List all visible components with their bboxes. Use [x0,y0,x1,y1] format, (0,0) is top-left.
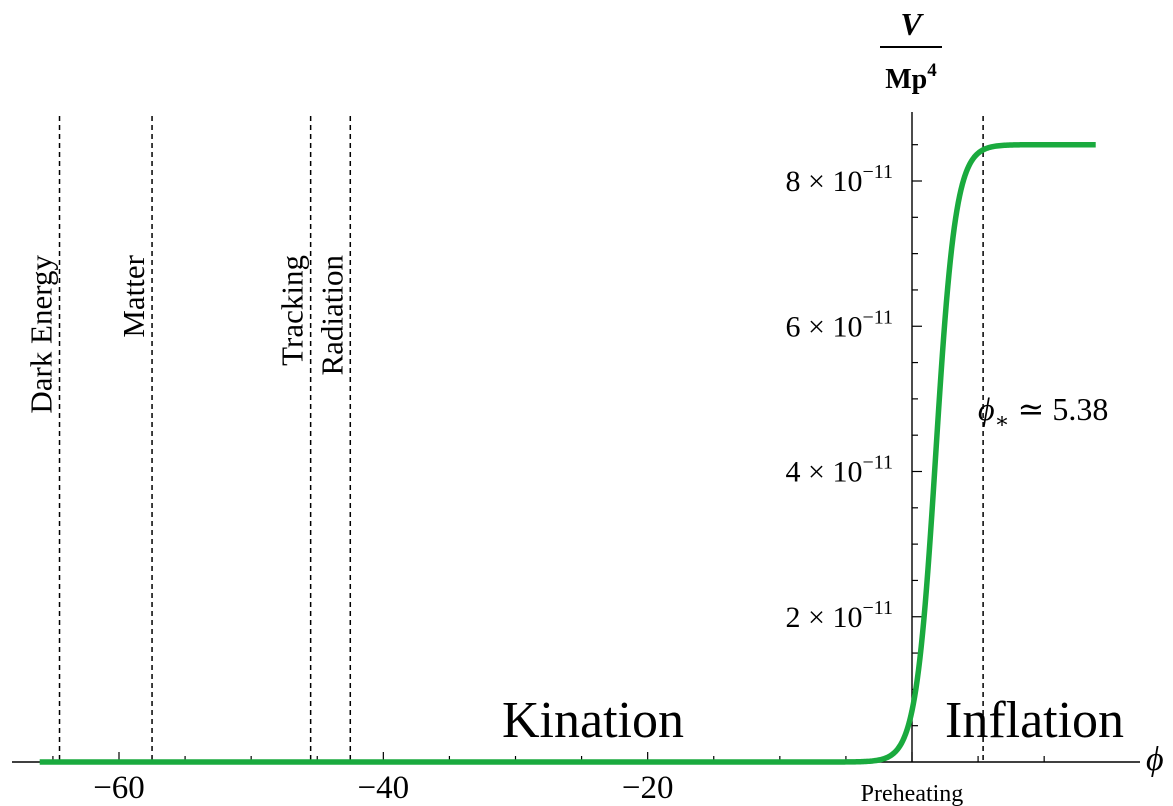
series-layer [38,141,1098,765]
y-label-denominator-base: Mp [885,64,927,95]
era-boundary-label: Dark Energy [24,255,59,414]
y-label-denominator: Mp4 [885,60,937,95]
phi-star-annotation: ϕ∗ ≃ 5.38 [978,391,1108,433]
era-boundary-label: Matter [116,254,151,337]
y-tick-label: 4 × 10−11 [786,452,893,489]
phi-star-symbol: ϕ [978,391,995,427]
y-tick-label: 6 × 10−11 [786,306,893,343]
preheating-region-label: Preheating [861,781,964,806]
x-tick-label: −60 [93,770,145,806]
x-axis-label: ϕ [1146,741,1164,778]
era-boundary-label: Tracking [275,255,310,366]
phi-star-value: ≃ 5.38 [1018,391,1109,427]
y-tick-label: 2 × 10−11 [786,597,893,634]
era-boundary-lines: Dark Energy Matter Tracking Radiation [24,116,984,762]
x-tick-label: −40 [358,770,410,806]
inflation-region-label: Inflation [945,692,1124,749]
x-ticks: −60 −40 −20 [52,752,1045,806]
phi-star-subscript: ∗ [995,408,1010,433]
y-label-denominator-exp: 4 [927,60,937,81]
x-tick-label: −20 [622,770,674,806]
y-label-numerator: V [900,6,924,42]
era-boundary-label: Radiation [314,255,349,376]
kination-region-label: Kination [502,692,684,749]
y-axis-label: V Mp4 [880,6,942,95]
potential-curve [38,141,1098,765]
y-tick-label: 8 × 10−11 [786,161,893,198]
y-ticks: 2 × 10−11 4 × 10−11 6 × 10−11 8 × 10−11 [786,144,922,727]
